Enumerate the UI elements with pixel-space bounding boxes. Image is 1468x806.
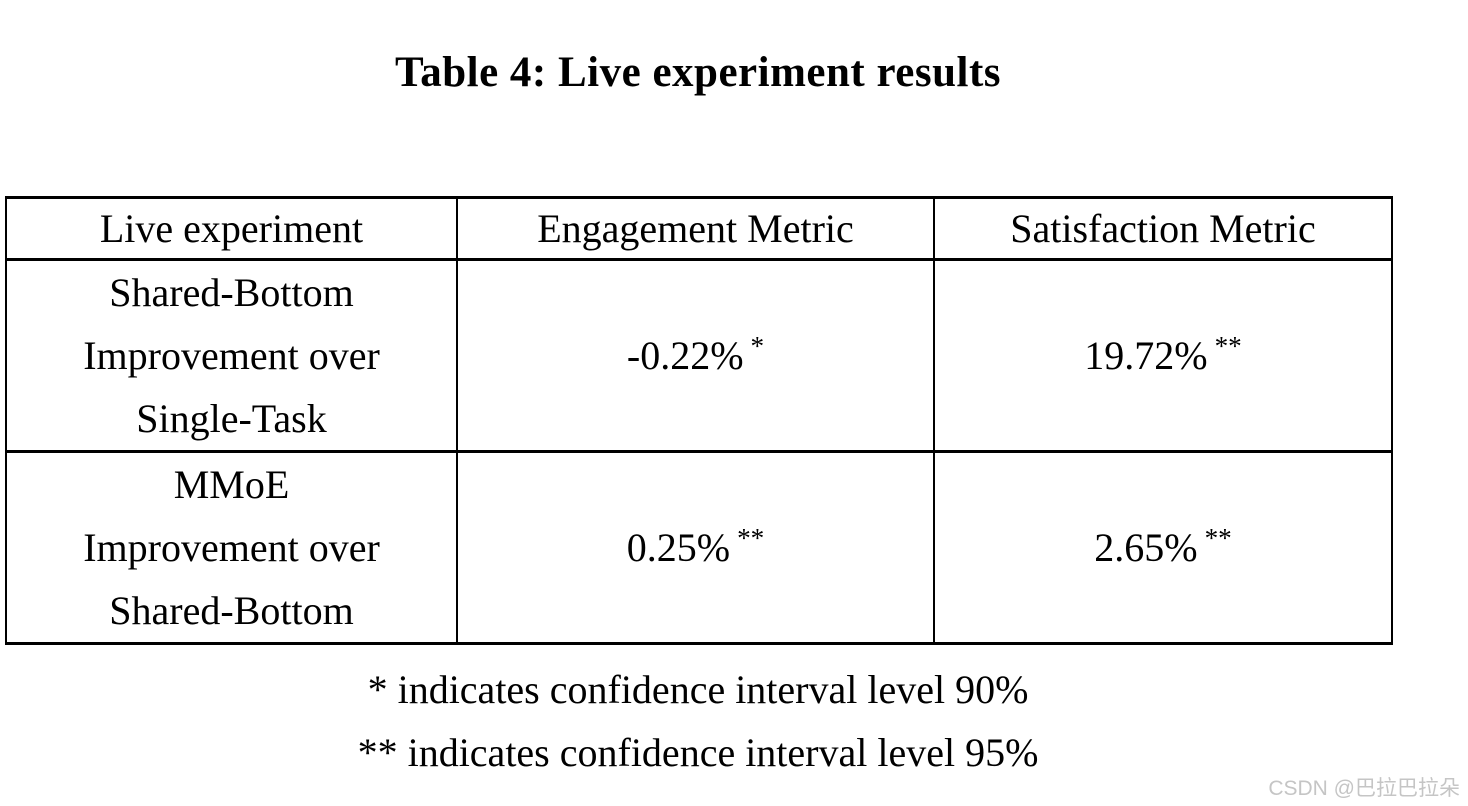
- footnote-95: ** indicates confidence interval level 9…: [357, 730, 1039, 775]
- row-label-shared-bottom: Shared-Bottom Improvement over Single-Ta…: [5, 258, 458, 453]
- table-caption: Table 4: Live experiment results: [394, 49, 1001, 96]
- row-label-mmoe: MMoE Improvement over Shared-Bottom: [5, 450, 458, 645]
- table-footnotes: * indicates confidence interval level 90…: [5, 658, 1391, 784]
- table-row-shared-bottom: Shared-Bottom Improvement over Single-Ta…: [5, 258, 1393, 453]
- table-row-mmoe: MMoE Improvement over Shared-Bottom 0.25…: [5, 450, 1393, 645]
- satisfaction-value: 19.72%: [1084, 333, 1208, 378]
- significance-stars: **: [1214, 330, 1242, 361]
- satisfaction-value-cell: 19.72% **: [933, 258, 1393, 453]
- footnote-90: * indicates confidence interval level 90…: [367, 667, 1029, 712]
- results-table: Live experiment Engagement Metric Satisf…: [5, 196, 1393, 645]
- engagement-value-cell: 0.25% **: [456, 450, 935, 645]
- engagement-value: -0.22%: [626, 333, 744, 378]
- significance-stars: **: [737, 522, 765, 553]
- engagement-value: 0.25%: [626, 525, 731, 570]
- col-header-satisfaction-metric: Satisfaction Metric: [933, 196, 1393, 261]
- satisfaction-value-cell: 2.65% **: [933, 450, 1393, 645]
- significance-stars: *: [750, 330, 765, 361]
- satisfaction-value: 2.65%: [1094, 525, 1198, 570]
- csdn-watermark: CSDN @巴拉巴拉朵: [1268, 777, 1460, 800]
- col-header-engagement-metric: Engagement Metric: [456, 196, 935, 261]
- engagement-value-cell: -0.22% *: [456, 258, 935, 453]
- header-row: Live experiment Engagement Metric Satisf…: [5, 196, 1393, 261]
- col-header-live-experiment: Live experiment: [5, 196, 458, 261]
- significance-stars: **: [1204, 522, 1232, 553]
